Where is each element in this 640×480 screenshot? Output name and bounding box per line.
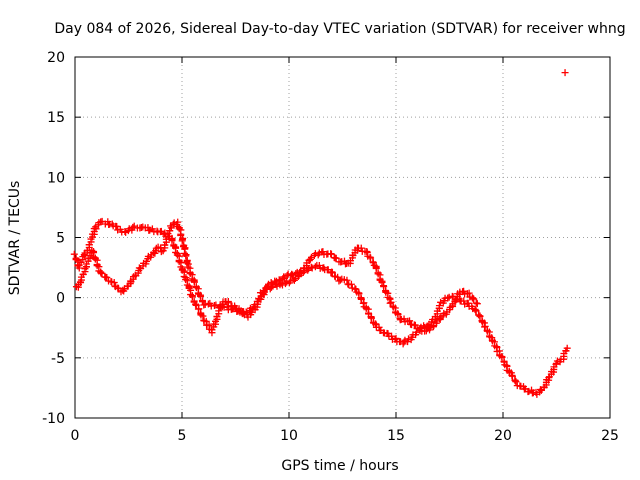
data-point: [435, 302, 443, 310]
data-point: [113, 223, 121, 231]
data-point: [242, 308, 250, 316]
data-point: [367, 254, 375, 262]
data-point: [536, 386, 544, 394]
data-point: [190, 278, 198, 286]
x-tick-label: 5: [178, 428, 187, 444]
axes: 0 5 10 15 20 25 -10 -5 0 5 10 15 20: [42, 50, 619, 444]
data-point: [392, 334, 400, 342]
y-tick-label: 0: [56, 291, 65, 307]
data-point: [388, 332, 396, 340]
data-point: [512, 378, 520, 386]
data-point: [378, 278, 386, 286]
x-tick-label: 15: [387, 428, 405, 444]
chart-title: Day 084 of 2026, Sidereal Day-to-day VTE…: [54, 21, 625, 37]
x-tick-label: 20: [494, 428, 512, 444]
data-point: [372, 265, 380, 273]
data-point: [460, 297, 468, 305]
data-point: [472, 307, 480, 315]
data-point: [394, 311, 402, 318]
y-tick-label: 10: [47, 170, 65, 186]
data-series: [72, 218, 481, 335]
data-point: [468, 294, 476, 302]
y-tick-label: 5: [56, 231, 65, 247]
data-point: [367, 314, 375, 322]
data-point: [472, 299, 480, 307]
data-point: [387, 298, 395, 306]
data-point: [380, 283, 388, 291]
y-axis-label: SDTVAR / TECUs: [7, 181, 23, 296]
data-point: [183, 259, 191, 267]
y-tick-label: 20: [47, 50, 65, 66]
x-tick-label: 0: [71, 428, 80, 444]
data-series: [561, 69, 569, 77]
data-point: [465, 289, 473, 297]
data-point: [476, 313, 484, 321]
data-series: [70, 217, 571, 398]
data-point: [273, 282, 281, 290]
data-point: [182, 252, 190, 260]
data-point: [110, 278, 118, 286]
data-point: [188, 293, 196, 301]
data-point: [294, 273, 302, 281]
data-point: [347, 280, 355, 288]
data-point: [180, 273, 188, 281]
data-point: [308, 264, 316, 272]
data-points: [70, 69, 571, 398]
y-tick-label: -10: [42, 411, 65, 427]
data-point: [195, 305, 203, 313]
data-point: [70, 250, 78, 258]
data-point: [289, 271, 297, 279]
data-point: [508, 372, 516, 380]
data-point: [406, 317, 414, 325]
data-point: [469, 294, 477, 302]
data-point: [267, 283, 275, 291]
data-point: [311, 263, 319, 271]
y-tick-label: 15: [47, 110, 65, 126]
data-point: [178, 237, 186, 245]
data-point: [343, 276, 351, 284]
data-point: [470, 295, 478, 303]
data-point: [481, 322, 489, 330]
x-axis-label: GPS time / hours: [281, 458, 398, 474]
data-point: [328, 268, 336, 276]
data-point: [278, 281, 286, 289]
data-point: [275, 276, 283, 284]
data-point: [199, 312, 207, 320]
data-point: [93, 262, 101, 270]
data-point: [436, 315, 443, 323]
x-tick-label: 10: [280, 428, 298, 444]
y-tick-label: -5: [51, 351, 65, 367]
data-point: [280, 273, 288, 281]
data-point: [168, 237, 176, 245]
grid-lines: [75, 57, 610, 418]
data-point: [197, 292, 205, 300]
data-point: [563, 344, 571, 352]
data-point: [444, 294, 452, 302]
data-point: [175, 258, 183, 266]
data-point: [157, 248, 165, 256]
data-point: [175, 225, 183, 233]
data-point: [473, 300, 481, 308]
data-point: [121, 228, 129, 236]
data-point: [561, 69, 569, 77]
data-point: [498, 353, 506, 361]
data-point: [355, 290, 363, 298]
data-point: [475, 311, 483, 319]
data-point: [464, 299, 472, 307]
x-tick-label: 25: [601, 428, 619, 444]
data-point: [357, 244, 365, 252]
